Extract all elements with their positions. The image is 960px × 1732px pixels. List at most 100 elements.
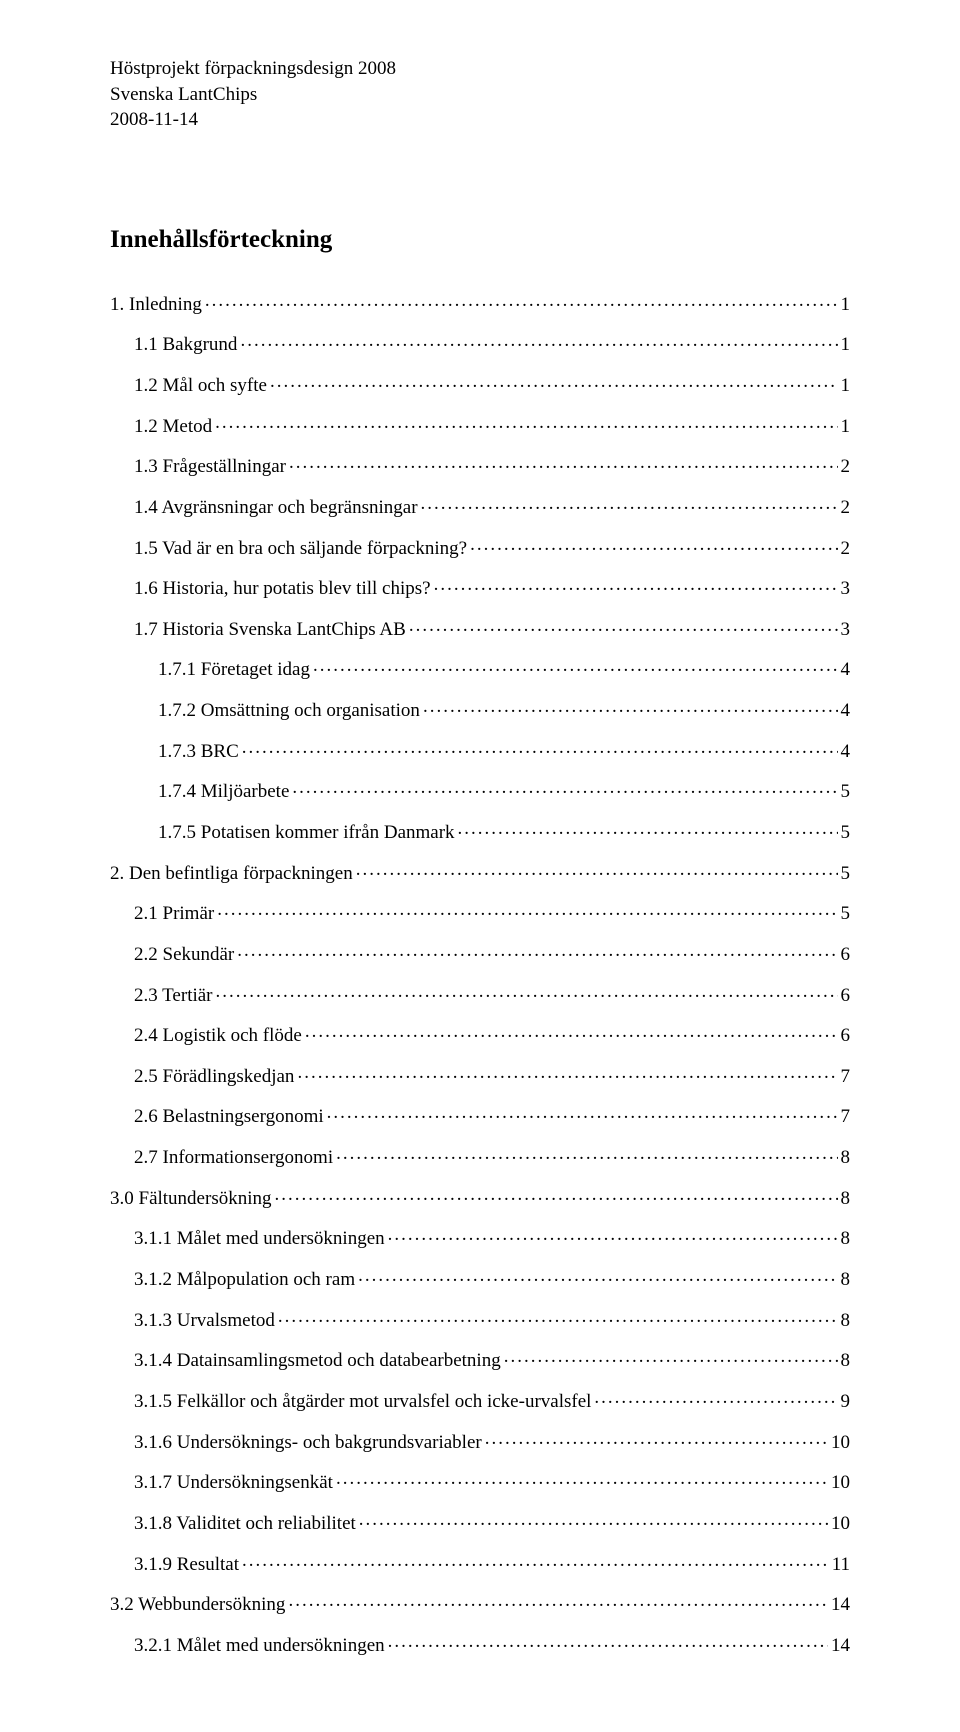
- toc-entry-page: 1: [838, 414, 851, 440]
- toc-entry-label: 2.6 Belastningsergonomi: [134, 1104, 327, 1130]
- toc-entry-label: 1.2 Mål och syfte: [134, 373, 270, 399]
- toc-entry-page: 8: [838, 1308, 851, 1334]
- toc-entry-label: 3.1.5 Felkällor och åtgärder mot urvalsf…: [134, 1389, 594, 1415]
- toc-row: 2.1 Primär 5: [110, 900, 850, 927]
- toc-leader-dots: [217, 900, 837, 919]
- toc-leader-dots: [292, 778, 837, 797]
- toc-title: Innehållsförteckning: [110, 223, 850, 257]
- toc-entry-page: 3: [838, 576, 851, 602]
- toc-entry-page: 10: [828, 1470, 850, 1496]
- toc-row: 1. Inledning 1: [110, 291, 850, 318]
- toc-entry-label: 1. Inledning: [110, 292, 205, 318]
- toc-entry-page: 8: [838, 1145, 851, 1171]
- toc-row: 3.1.7 Undersökningsenkät 10: [110, 1469, 850, 1496]
- toc-row: 2.6 Belastningsergonomi 7: [110, 1103, 850, 1130]
- toc-row: 3.2.1 Målet med undersökningen 14: [110, 1632, 850, 1659]
- toc-row: 2.3 Tertiär 6: [110, 982, 850, 1009]
- toc-entry-label: 3.1.4 Datainsamlingsmetod och databearbe…: [134, 1348, 504, 1374]
- toc-entry-label: 1.7 Historia Svenska LantChips AB: [134, 617, 409, 643]
- toc-entry-label: 1.3 Frågeställningar: [134, 454, 289, 480]
- toc-entry-label: 3.1.9 Resultat: [134, 1552, 242, 1578]
- document-page: Höstprojekt förpackningsdesign 2008 Sven…: [0, 0, 960, 1732]
- toc-entry-page: 5: [838, 779, 851, 805]
- toc-entry-label: 1.1 Bakgrund: [134, 332, 240, 358]
- toc-entry-page: 5: [838, 820, 851, 846]
- toc-leader-dots: [359, 1510, 828, 1529]
- toc-entry-label: 2.4 Logistik och flöde: [134, 1023, 305, 1049]
- toc-entry-label: 1.7.3 BRC: [158, 739, 242, 765]
- toc-entry-page: 4: [838, 698, 851, 724]
- toc-entry-page: 8: [838, 1348, 851, 1374]
- toc-entry-label: 1.7.4 Miljöarbete: [158, 779, 292, 805]
- toc-entry-label: 3.1.3 Urvalsmetod: [134, 1308, 278, 1334]
- toc-entry-page: 1: [838, 332, 851, 358]
- toc-entry-label: 1.7.1 Företaget idag: [158, 657, 313, 683]
- toc-row: 1.7.3 BRC 4: [110, 738, 850, 765]
- toc-entry-label: 1.5 Vad är en bra och säljande förpackni…: [134, 536, 470, 562]
- toc-entry-label: 2.1 Primär: [134, 901, 217, 927]
- toc-entry-label: 1.7.5 Potatisen kommer ifrån Danmark: [158, 820, 458, 846]
- toc-leader-dots: [240, 331, 837, 350]
- toc-leader-dots: [242, 1551, 829, 1570]
- toc-leader-dots: [313, 656, 838, 675]
- toc-entry-page: 3: [838, 617, 851, 643]
- toc-entry-page: 2: [838, 536, 851, 562]
- toc-entry-label: 3.1.7 Undersökningsenkät: [134, 1470, 336, 1496]
- toc-entry-page: 11: [829, 1552, 850, 1578]
- toc-leader-dots: [278, 1307, 838, 1326]
- toc-leader-dots: [216, 982, 838, 1001]
- toc-leader-dots: [336, 1469, 828, 1488]
- toc-entry-label: 3.0 Fältundersökning: [110, 1186, 275, 1212]
- toc-leader-dots: [327, 1103, 838, 1122]
- toc-row: 3.1.8 Validitet och reliabilitet 10: [110, 1510, 850, 1537]
- toc-leader-dots: [470, 535, 837, 554]
- toc-row: 2. Den befintliga förpackningen 5: [110, 860, 850, 887]
- toc-row: 1.4 Avgränsningar och begränsningar 2: [110, 494, 850, 521]
- toc-leader-dots: [421, 494, 838, 513]
- toc-row: 1.2 Mål och syfte 1: [110, 372, 850, 399]
- toc-leader-dots: [289, 453, 838, 472]
- toc-leader-dots: [237, 941, 837, 960]
- toc-row: 1.6 Historia, hur potatis blev till chip…: [110, 575, 850, 602]
- toc-entry-page: 1: [838, 292, 851, 318]
- toc-entry-label: 3.1.6 Undersöknings- och bakgrundsvariab…: [134, 1430, 485, 1456]
- toc-entry-page: 5: [838, 861, 851, 887]
- toc-entry-label: 3.1.2 Målpopulation och ram: [134, 1267, 358, 1293]
- toc-row: 3.1.5 Felkällor och åtgärder mot urvalsf…: [110, 1388, 850, 1415]
- toc-leader-dots: [594, 1388, 837, 1407]
- toc-entry-label: 2. Den befintliga förpackningen: [110, 861, 356, 887]
- toc-entry-page: 9: [838, 1389, 851, 1415]
- toc-entry-page: 10: [828, 1511, 850, 1537]
- toc-entry-page: 14: [828, 1633, 850, 1659]
- toc-entry-page: 6: [838, 1023, 851, 1049]
- toc-row: 1.3 Frågeställningar 2: [110, 453, 850, 480]
- toc-row: 3.2 Webbundersökning 14: [110, 1591, 850, 1618]
- toc-entry-page: 4: [838, 657, 851, 683]
- toc-leader-dots: [275, 1185, 838, 1204]
- toc-leader-dots: [434, 575, 838, 594]
- table-of-contents: 1. Inledning 11.1 Bakgrund 11.2 Mål och …: [110, 291, 850, 1659]
- toc-entry-label: 3.2.1 Målet med undersökningen: [134, 1633, 388, 1659]
- toc-row: 3.1.3 Urvalsmetod 8: [110, 1307, 850, 1334]
- toc-row: 3.1.4 Datainsamlingsmetod och databearbe…: [110, 1347, 850, 1374]
- toc-leader-dots: [297, 1063, 837, 1082]
- toc-row: 3.1.6 Undersöknings- och bakgrundsvariab…: [110, 1429, 850, 1456]
- toc-row: 2.7 Informationsergonomi 8: [110, 1144, 850, 1171]
- toc-row: 1.7.2 Omsättning och organisation 4: [110, 697, 850, 724]
- toc-entry-page: 4: [838, 739, 851, 765]
- toc-row: 2.4 Logistik och flöde 6: [110, 1022, 850, 1049]
- toc-row: 3.0 Fältundersökning 8: [110, 1185, 850, 1212]
- toc-leader-dots: [458, 819, 838, 838]
- toc-entry-page: 1: [838, 373, 851, 399]
- toc-row: 1.7 Historia Svenska LantChips AB 3: [110, 616, 850, 643]
- toc-leader-dots: [504, 1347, 838, 1366]
- toc-entry-label: 3.2 Webbundersökning: [110, 1592, 288, 1618]
- toc-entry-label: 2.2 Sekundär: [134, 942, 237, 968]
- toc-leader-dots: [485, 1429, 828, 1448]
- toc-leader-dots: [356, 860, 838, 879]
- toc-leader-dots: [270, 372, 838, 391]
- header-line-2: Svenska LantChips: [110, 82, 850, 108]
- toc-entry-page: 8: [838, 1226, 851, 1252]
- toc-entry-label: 1.2 Metod: [134, 414, 215, 440]
- toc-row: 1.5 Vad är en bra och säljande förpackni…: [110, 535, 850, 562]
